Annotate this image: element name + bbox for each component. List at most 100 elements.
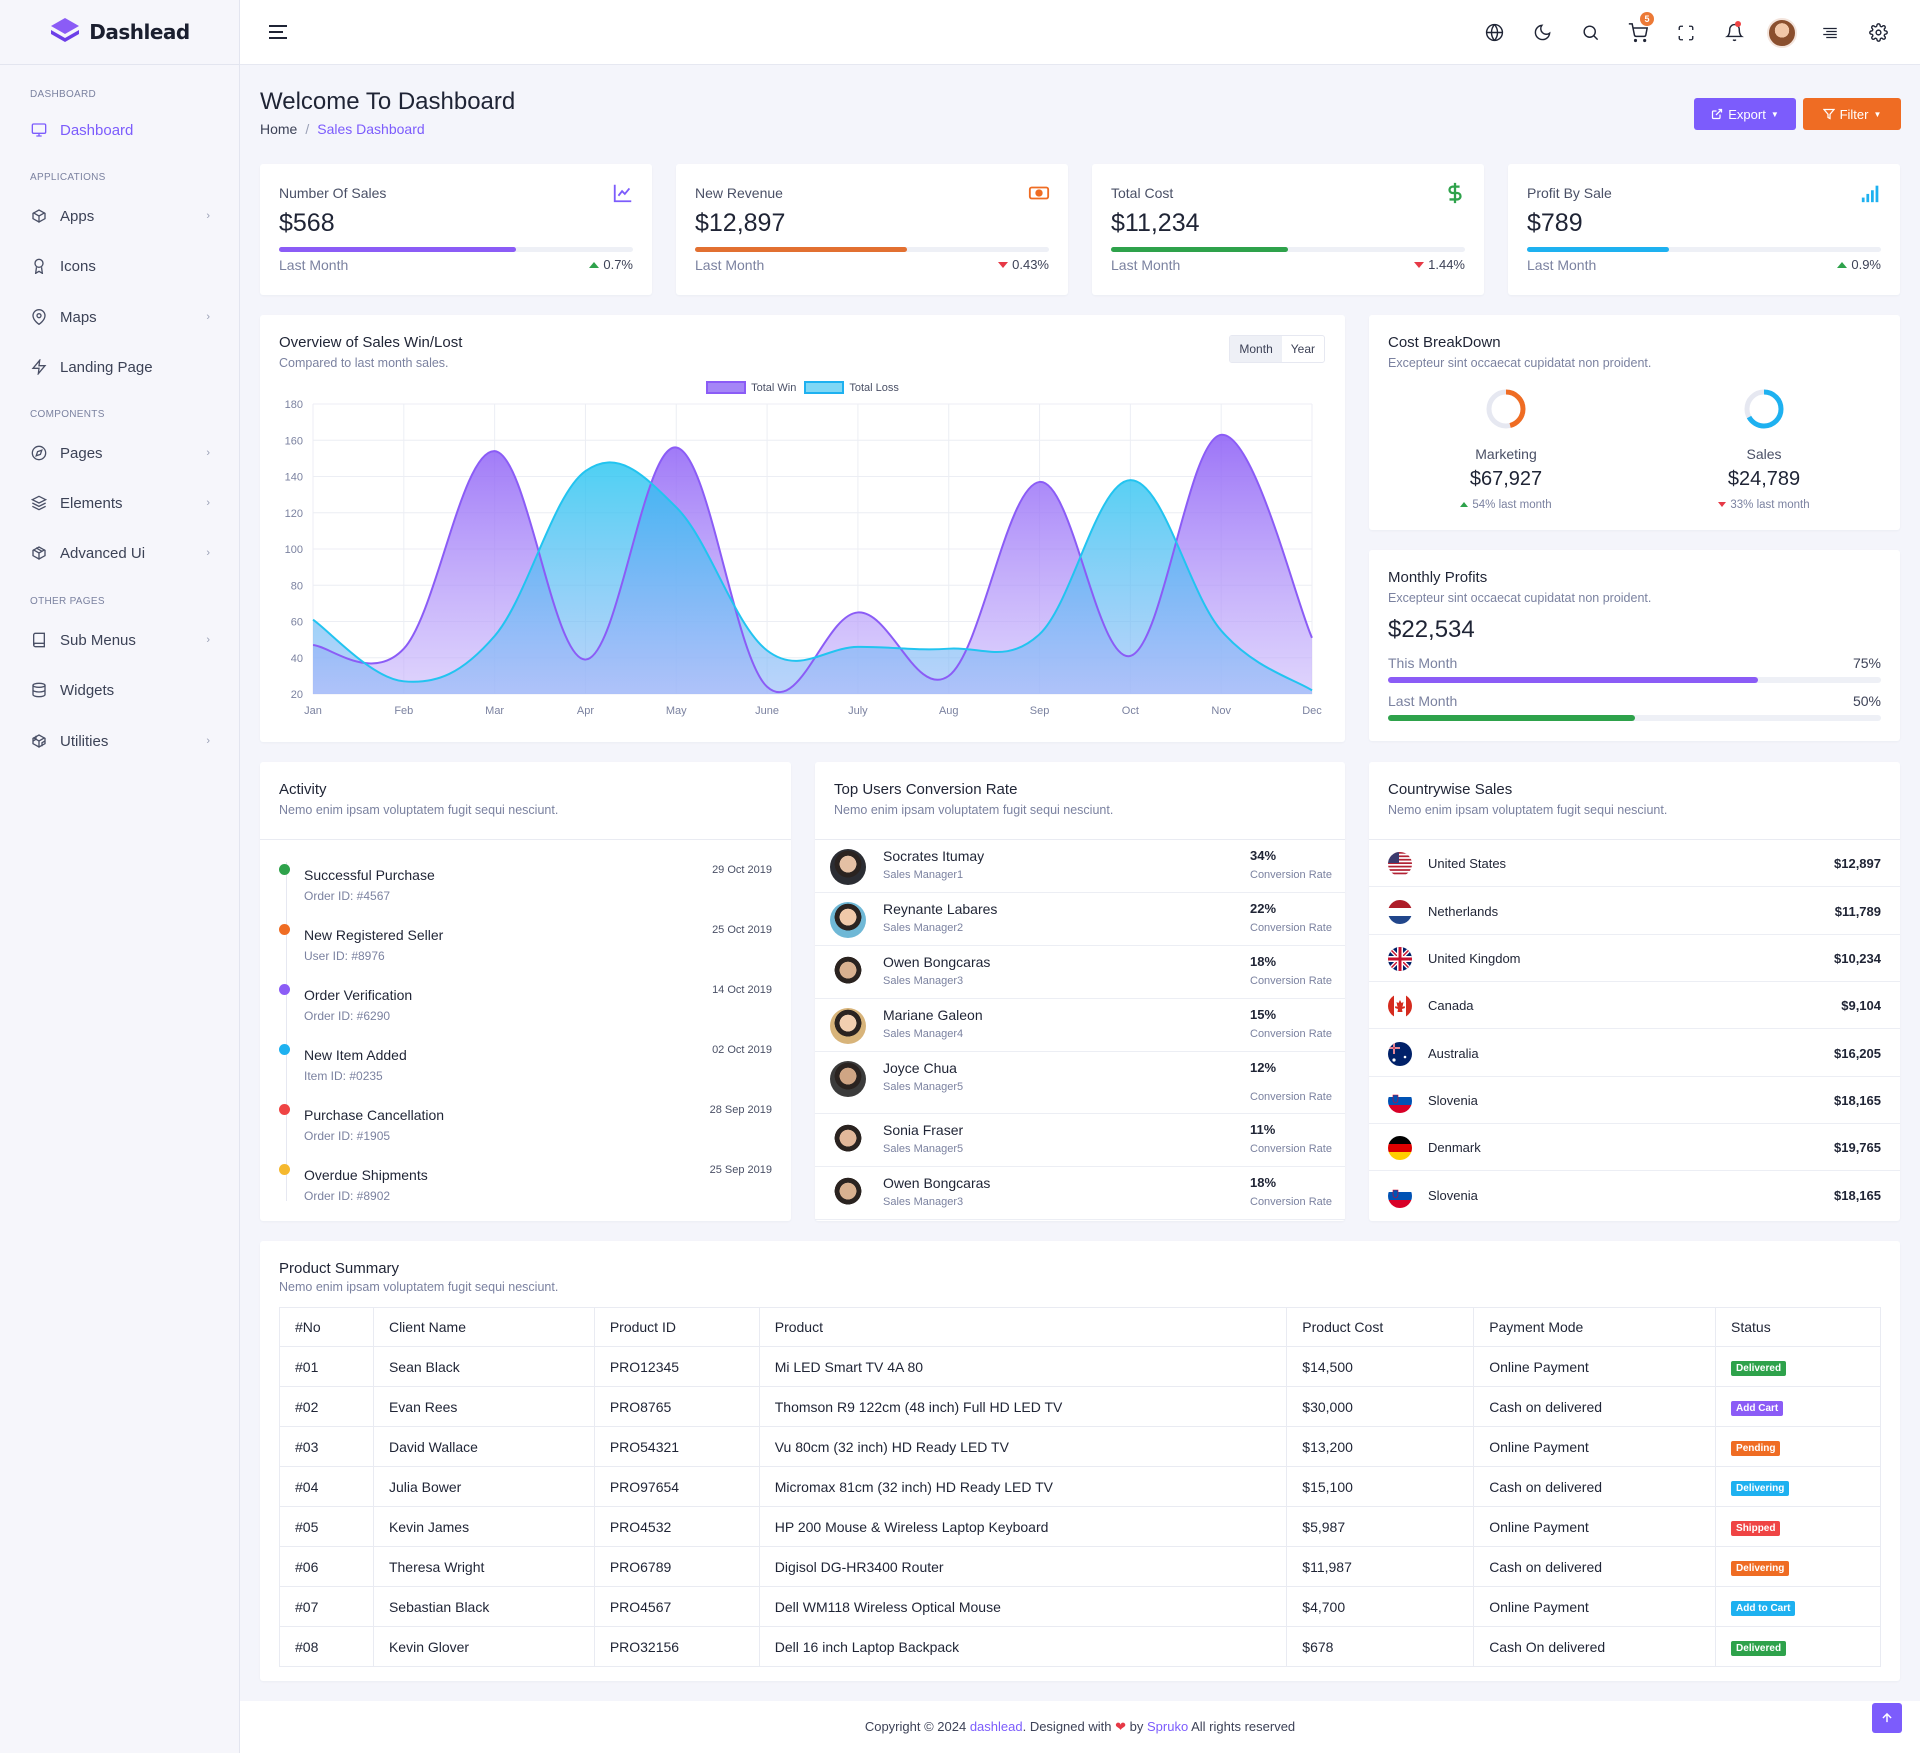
column-header[interactable]: Payment Mode [1473, 1307, 1717, 1347]
country-row[interactable]: Canada $9,104 [1369, 982, 1900, 1029]
activity-title: Successful Purchase [304, 867, 435, 883]
table-row[interactable]: #05 Kevin James PRO4532 HP 200 Mouse & Wire… [279, 1506, 1881, 1547]
stat-card-profit: Profit By Sale $789 Last Month 0.9% [1508, 164, 1900, 295]
donut-arc [1486, 389, 1526, 429]
user-row[interactable]: Socrates Itumay Sales Manager1 34% Conversi… [815, 840, 1345, 893]
sidebar-item-icons[interactable]: Icons [0, 241, 240, 291]
stat-progress [695, 247, 1049, 252]
sidebar-item-landing-page[interactable]: Landing Page [0, 342, 240, 392]
user-row[interactable]: Reynante Labares Sales Manager2 22% Convers… [815, 893, 1345, 946]
column-header[interactable]: Status [1715, 1307, 1881, 1347]
right-sidebar-toggle-icon[interactable] [1806, 0, 1854, 65]
trend-up-icon [589, 262, 600, 268]
table-row[interactable]: #02 Evan Rees PRO8765 Thomson R9 122cm (48 … [279, 1386, 1881, 1427]
search-icon[interactable] [1566, 0, 1614, 65]
toggle-month[interactable]: Month [1230, 336, 1282, 362]
user-avatar[interactable] [1758, 0, 1806, 65]
external-link-icon [1712, 108, 1723, 120]
column-header[interactable]: Product [758, 1307, 1288, 1347]
card-subtitle: Nemo enim ipsam voluptatem fugit sequi n… [1388, 803, 1668, 817]
country-row[interactable]: Denmark $19,765 [1369, 1124, 1900, 1171]
logo-icon [51, 18, 80, 42]
column-header[interactable]: Product Cost [1286, 1307, 1475, 1347]
table-row[interactable]: #08 Kevin Glover PRO32156 Dell 16 inch Lapt… [279, 1626, 1881, 1667]
export-button[interactable]: Export ▼ [1694, 98, 1796, 130]
notification-bell-icon[interactable] [1710, 0, 1758, 65]
country-flag [1388, 900, 1412, 924]
back-to-top-button[interactable] [1872, 1703, 1902, 1733]
country-row[interactable]: Netherlands $11,789 [1369, 888, 1900, 935]
country-row[interactable]: United Kingdom $10,234 [1369, 935, 1900, 982]
nl-flag-icon [1388, 900, 1412, 924]
sidebar-item-pages[interactable]: Pages › [0, 428, 240, 478]
country-row[interactable]: Slovenia $18,165 [1369, 1077, 1900, 1124]
sidebar-item-elements[interactable]: Elements › [0, 478, 240, 528]
conversion-label: Conversion Rate [1250, 1028, 1332, 1040]
cell-mode: Cash On delivered [1473, 1626, 1717, 1667]
cart-icon[interactable]: 5 [1614, 0, 1662, 65]
country-row[interactable]: Australia $16,205 [1369, 1030, 1900, 1077]
cell-product: Thomson R9 122cm (48 inch) Full HD LED T… [758, 1386, 1288, 1427]
sidebar-item-advanced-ui[interactable]: Advanced Ui › [0, 528, 240, 578]
table-row[interactable]: #06 Theresa Wright PRO6789 Digisol DG-HR340… [279, 1546, 1881, 1587]
user-row[interactable]: Sonia Fraser Sales Manager5 11% Conversion … [815, 1114, 1345, 1167]
user-name: Owen Bongcaras [883, 1175, 991, 1191]
footer-brand-link[interactable]: dashlead [969, 1719, 1023, 1734]
notification-dot [1735, 21, 1741, 27]
chevron-right-icon: › [206, 210, 210, 222]
settings-gear-icon[interactable] [1854, 0, 1902, 65]
cost-item-change: 33% last month [1664, 499, 1864, 511]
stat-progress [1527, 247, 1881, 252]
stat-change: 0.7% [589, 257, 633, 272]
conversion-percent: 34% [1250, 848, 1277, 863]
column-header[interactable]: Client Name [372, 1307, 595, 1347]
fullscreen-icon[interactable] [1662, 0, 1710, 65]
sidebar-item-dashboard[interactable]: Dashboard [0, 105, 240, 155]
country-row[interactable]: Slovenia $18,165 [1369, 1172, 1900, 1219]
status-badge: Delivering [1731, 1480, 1790, 1496]
table-row[interactable]: #01 Sean Black PRO12345 Mi LED Smart TV 4A … [279, 1346, 1881, 1387]
legend-item-loss[interactable]: Total Loss [804, 381, 899, 394]
cell-mode: Online Payment [1473, 1426, 1717, 1467]
country-name: United States [1428, 856, 1507, 871]
chevron-right-icon: › [206, 311, 210, 323]
y-tick-label: 60 [291, 617, 303, 629]
legend-item-win[interactable]: Total Win [706, 381, 796, 394]
activity-item: Overdue Shipments Order ID: #8902 25 Sep 2… [279, 1164, 772, 1224]
table-row[interactable]: #03 David Wallace PRO54321 Vu 80cm (32 inch… [279, 1426, 1881, 1467]
sidebar-item-maps[interactable]: Maps › [0, 292, 240, 342]
card-title: Cost BreakDown [1388, 334, 1501, 351]
user-row[interactable]: Mariane Galeon Sales Manager4 15% Conversio… [815, 999, 1345, 1052]
sidebar-item-utilities[interactable]: Utilities › [0, 716, 240, 766]
book-icon [30, 631, 48, 649]
sidebar-item-widgets[interactable]: Widgets [0, 665, 240, 715]
de-flag-icon [1388, 1136, 1412, 1160]
app-logo[interactable]: Dashlead [0, 0, 239, 65]
stat-value: $568 [279, 209, 335, 237]
top-header: 5 [240, 0, 1920, 65]
cost-item-name: Marketing [1475, 446, 1537, 462]
sidebar-item-label: Pages [60, 444, 103, 462]
footer-company-link[interactable]: Spruko [1147, 1719, 1189, 1734]
sidebar-item-apps[interactable]: Apps › [0, 191, 240, 241]
filter-button[interactable]: Filter ▼ [1803, 98, 1901, 130]
language-icon[interactable] [1470, 0, 1518, 65]
sidebar-item-label: Widgets [60, 681, 115, 699]
column-header[interactable]: Product ID [593, 1307, 760, 1347]
menu-toggle-icon[interactable] [268, 22, 288, 42]
country-row[interactable]: United States $12,897 [1369, 840, 1900, 887]
toggle-year[interactable]: Year [1290, 342, 1315, 356]
activity-date: 25 Oct 2019 [712, 924, 772, 936]
user-row[interactable]: Joyce Chua Sales Manager5 12% Conversion Ra… [815, 1052, 1345, 1114]
cell-no: #06 [279, 1546, 374, 1587]
column-header[interactable]: #No [279, 1307, 374, 1347]
breadcrumb-home[interactable]: Home [260, 121, 298, 137]
table-row[interactable]: #07 Sebastian Black PRO4567 Dell WM118 Wire… [279, 1586, 1881, 1627]
user-name: Reynante Labares [883, 901, 998, 917]
top-users-card: Top Users Conversion Rate Nemo enim ipsa… [815, 762, 1345, 1221]
user-row[interactable]: Owen Bongcaras Sales Manager3 18% Conversio… [815, 1167, 1345, 1220]
dark-mode-icon[interactable] [1518, 0, 1566, 65]
sidebar-item-sub-menus[interactable]: Sub Menus › [0, 615, 240, 665]
user-row[interactable]: Owen Bongcaras Sales Manager3 18% Conversio… [815, 946, 1345, 999]
table-row[interactable]: #04 Julia Bower PRO97654 Micromax 81cm (32 … [279, 1466, 1881, 1507]
